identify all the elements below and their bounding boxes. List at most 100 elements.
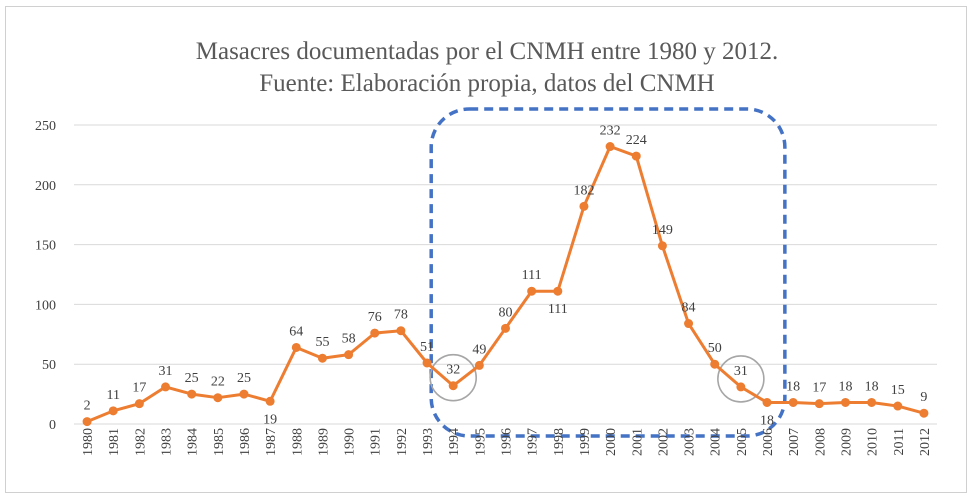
data-label: 111 xyxy=(522,268,542,283)
data-label: 111 xyxy=(548,302,568,317)
data-label: 31 xyxy=(159,364,173,379)
line-chart: Masacres documentadas por el CNMH entre … xyxy=(35,38,937,456)
data-label: 22 xyxy=(211,375,225,390)
data-point xyxy=(736,382,746,392)
data-label: 58 xyxy=(342,332,356,347)
x-tick-label: 1986 xyxy=(238,428,253,456)
data-label: 51 xyxy=(420,340,434,355)
data-point xyxy=(161,382,171,392)
x-tick-label: 2001 xyxy=(630,428,645,456)
data-point xyxy=(579,201,589,211)
data-point xyxy=(213,393,223,403)
data-point xyxy=(239,389,249,399)
data-point xyxy=(684,319,694,329)
highlight-circle xyxy=(429,353,477,402)
x-tick-label: 2009 xyxy=(839,428,854,456)
y-tick-label: 150 xyxy=(35,239,56,254)
y-tick-label: 250 xyxy=(35,119,56,134)
x-tick-label: 1985 xyxy=(212,428,227,456)
y-tick-label: 0 xyxy=(49,418,56,433)
data-point xyxy=(82,417,92,427)
data-point xyxy=(893,401,903,411)
y-tick-label: 50 xyxy=(42,358,56,373)
data-point xyxy=(527,286,537,296)
data-point xyxy=(657,241,667,251)
data-point xyxy=(762,397,772,407)
chart-title: Masacres documentadas por el CNMH entre … xyxy=(196,38,779,65)
data-point xyxy=(370,328,380,338)
y-tick-label: 100 xyxy=(35,298,56,313)
x-tick-label: 2003 xyxy=(683,428,698,456)
data-label: 55 xyxy=(315,335,329,350)
data-point xyxy=(448,381,458,391)
data-point xyxy=(814,399,824,409)
data-label: 64 xyxy=(289,324,303,339)
data-label: 149 xyxy=(652,223,673,238)
data-label: 17 xyxy=(132,381,146,396)
data-point xyxy=(291,342,301,352)
chart-subtitle: Fuente: Elaboración propia, datos del CN… xyxy=(259,70,714,97)
x-tick-label: 1992 xyxy=(395,428,410,456)
data-label: 19 xyxy=(263,412,277,427)
x-tick-label: 2006 xyxy=(761,428,776,456)
data-point xyxy=(422,358,432,368)
x-tick-label: 1981 xyxy=(107,428,122,456)
x-tick-label: 1984 xyxy=(186,428,201,456)
data-label: 18 xyxy=(865,379,879,394)
data-point xyxy=(631,151,641,161)
x-tick-label: 1998 xyxy=(552,428,567,456)
data-label: 9 xyxy=(920,390,927,405)
x-tick-label: 1987 xyxy=(264,428,279,456)
x-tick-label: 1994 xyxy=(447,428,462,456)
data-point xyxy=(396,326,406,336)
data-label: 32 xyxy=(446,363,460,378)
x-tick-label: 2011 xyxy=(892,428,907,455)
x-tick-label: 2000 xyxy=(604,428,619,456)
data-point xyxy=(265,396,275,406)
data-label: 11 xyxy=(106,388,119,403)
x-tick-label: 2005 xyxy=(735,428,750,456)
x-tick-label: 2002 xyxy=(656,428,671,456)
data-point xyxy=(134,399,144,409)
data-label: 31 xyxy=(734,364,748,379)
highlight-circle xyxy=(717,355,765,403)
chart-frame: Masacres documentadas por el CNMH entre … xyxy=(5,6,967,493)
data-point xyxy=(344,350,354,360)
x-tick-label: 2004 xyxy=(709,428,724,456)
x-tick-label: 1989 xyxy=(316,428,331,456)
data-label: 2 xyxy=(84,399,91,414)
x-tick-label: 1983 xyxy=(160,428,175,456)
data-label: 224 xyxy=(626,133,647,148)
data-label: 80 xyxy=(499,305,513,320)
data-label: 78 xyxy=(394,308,408,323)
data-point xyxy=(788,397,798,407)
data-point xyxy=(710,359,720,369)
data-point xyxy=(474,360,484,370)
data-point xyxy=(605,142,615,152)
data-label: 18 xyxy=(760,413,774,428)
x-tick-label: 2008 xyxy=(813,428,828,456)
data-label: 84 xyxy=(682,301,696,316)
x-tick-label: 2010 xyxy=(866,428,881,456)
data-label: 182 xyxy=(573,183,594,198)
x-tick-label: 1995 xyxy=(473,428,488,456)
x-tick-label: 1988 xyxy=(290,428,305,456)
data-point xyxy=(501,323,510,333)
data-label: 25 xyxy=(185,371,199,386)
data-point xyxy=(553,286,563,296)
highlight-box xyxy=(429,107,787,438)
x-tick-label: 1993 xyxy=(421,428,436,456)
data-label: 49 xyxy=(472,342,486,357)
data-point xyxy=(840,397,850,407)
data-point xyxy=(867,397,877,407)
x-tick-label: 2007 xyxy=(787,428,802,456)
data-label: 18 xyxy=(838,379,852,394)
data-label: 25 xyxy=(237,371,251,386)
y-tick-label: 200 xyxy=(35,179,56,194)
data-label: 17 xyxy=(812,381,826,396)
x-tick-label: 1997 xyxy=(526,428,541,456)
x-tick-label: 1982 xyxy=(133,428,148,456)
data-label: 15 xyxy=(891,383,905,398)
x-tick-label: 1999 xyxy=(578,428,593,456)
data-label: 18 xyxy=(786,379,800,394)
